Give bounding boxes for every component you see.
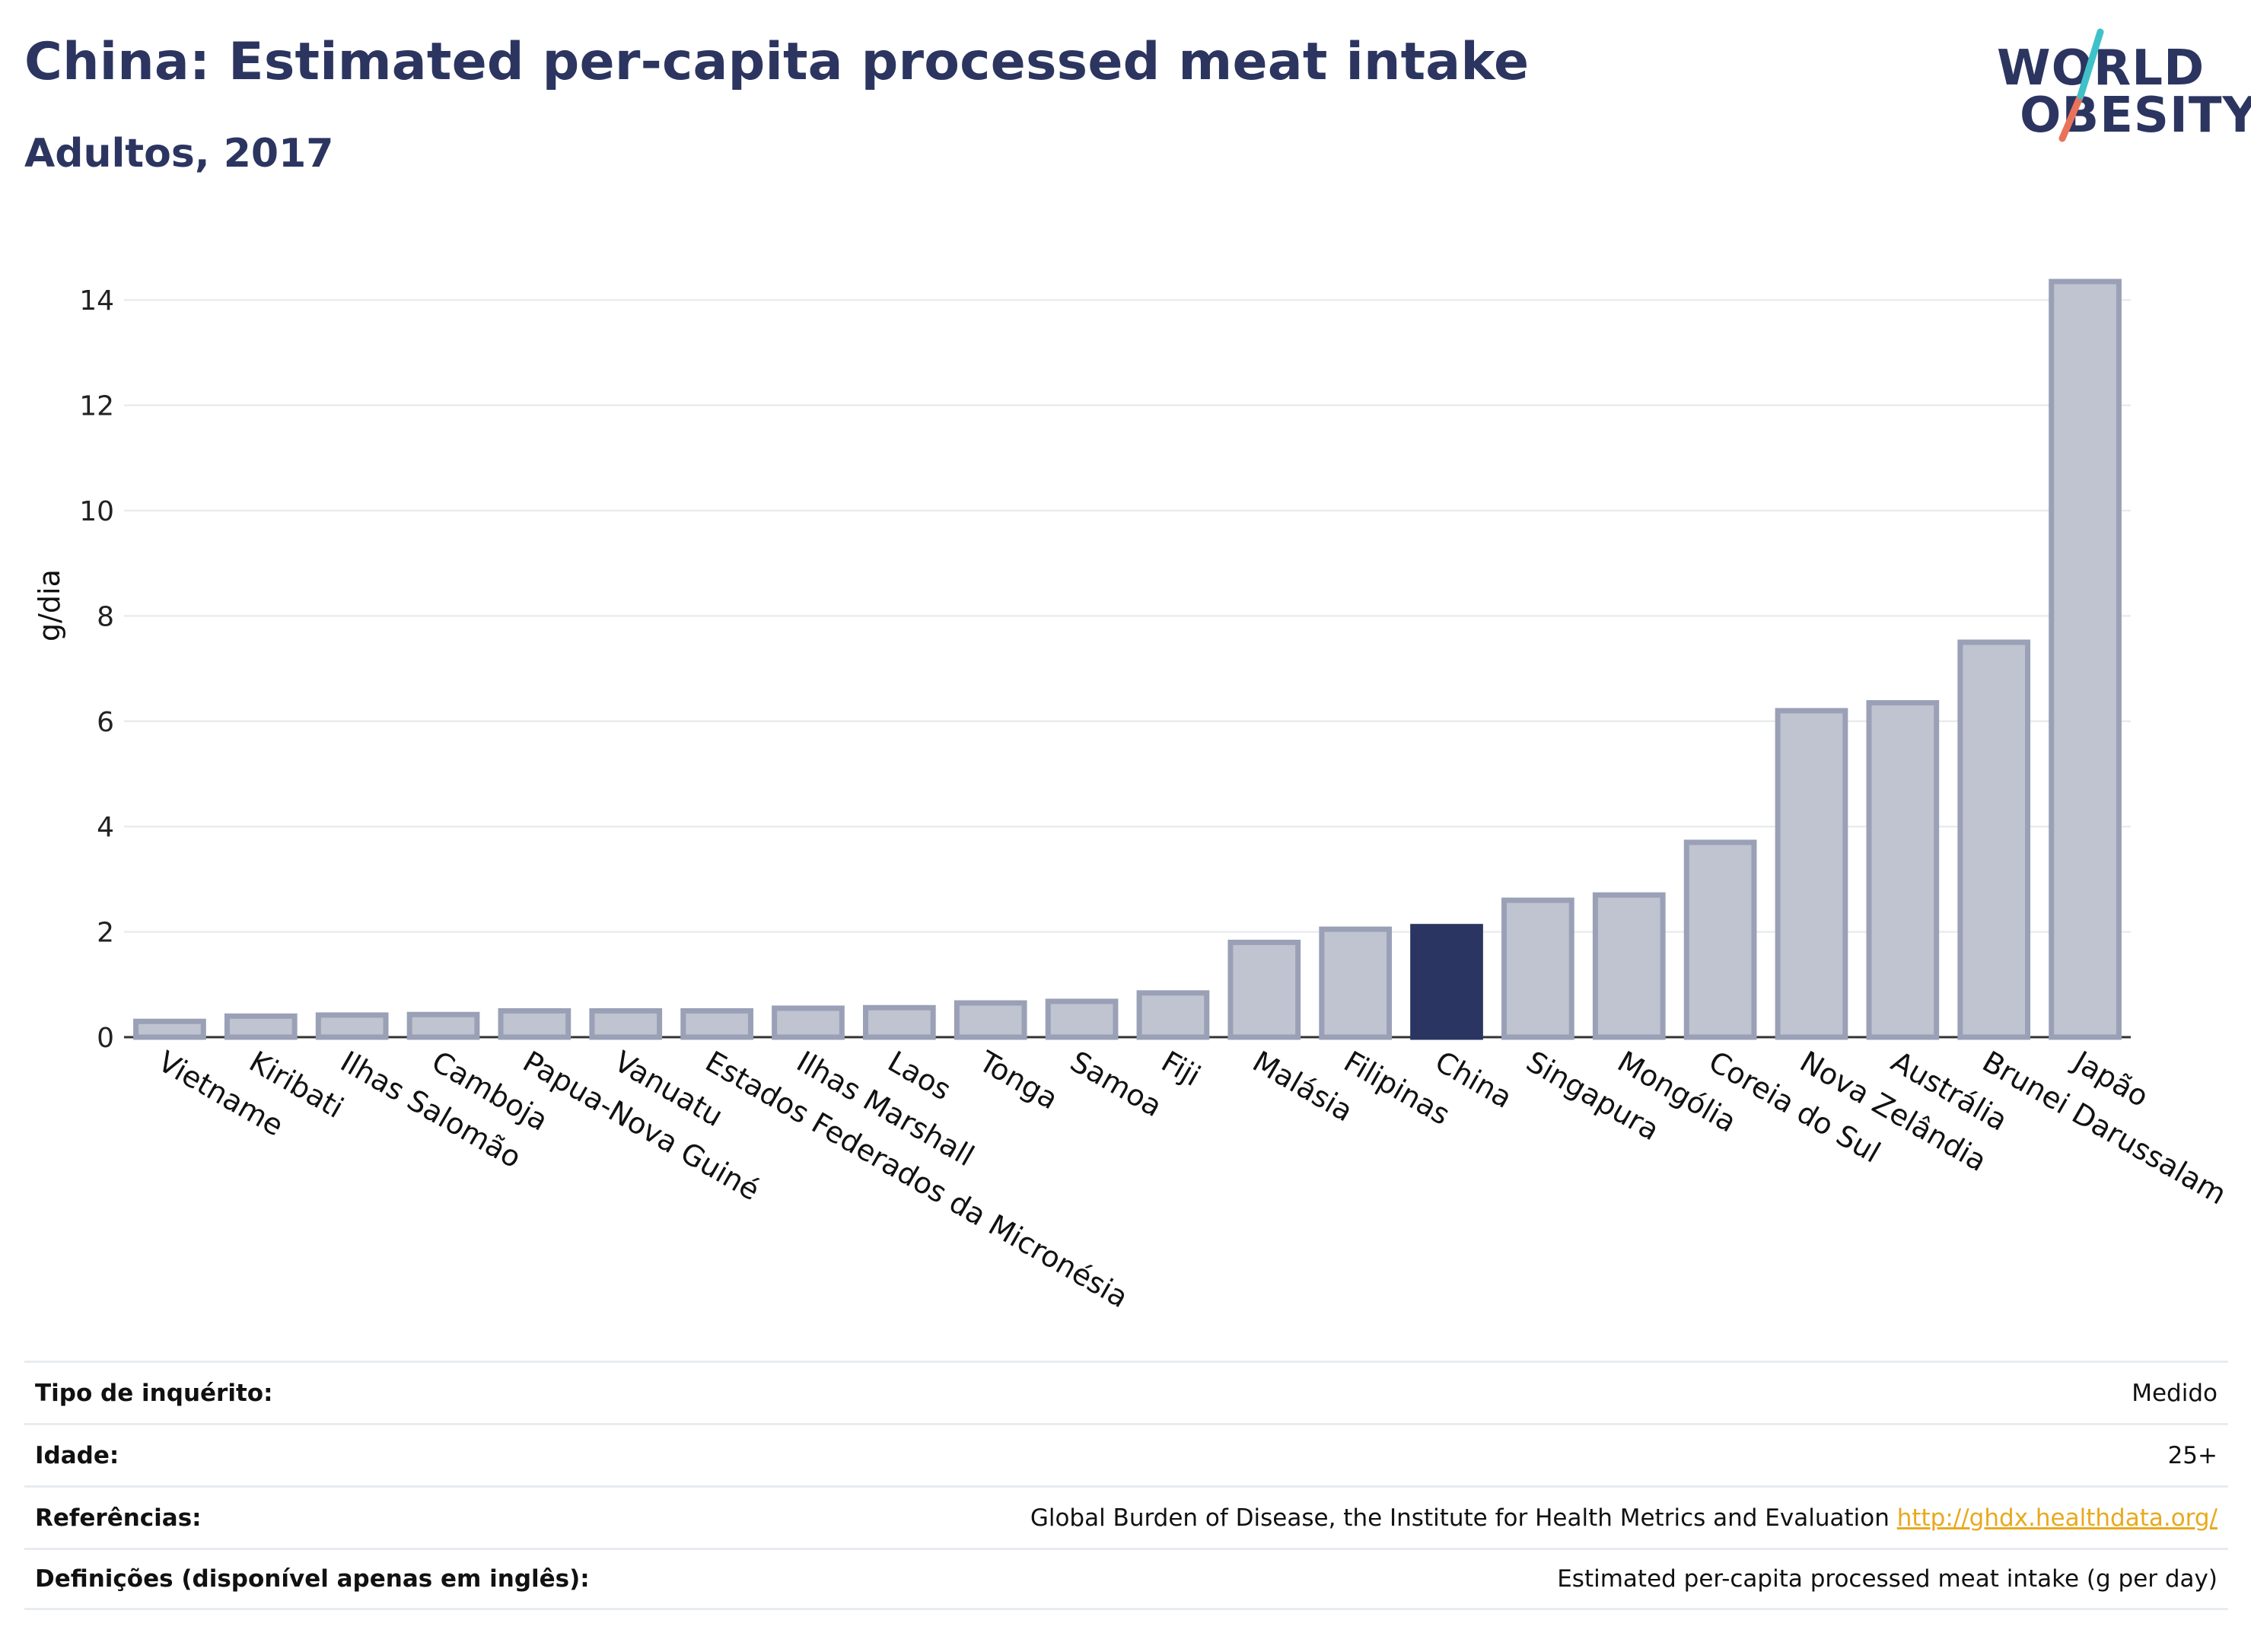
y-tick-label: 6	[97, 707, 114, 738]
x-tick-label: Fiji	[1156, 1045, 1206, 1093]
bar-mal-sia[interactable]	[1227, 939, 1301, 1040]
bar-tonga[interactable]	[954, 1000, 1027, 1040]
logo-slash-icon	[2058, 28, 2104, 142]
x-tick-label: Malásia	[1247, 1045, 1358, 1128]
bar-singapura[interactable]	[1501, 897, 1574, 1040]
reference-text: Global Burden of Disease, the Institute …	[1030, 1504, 1897, 1532]
bar-brunei-darussalam[interactable]	[1957, 639, 2031, 1040]
meta-value-references: Global Burden of Disease, the Institute …	[1030, 1504, 2218, 1532]
meta-row-age: Idade: 25+	[24, 1423, 2228, 1485]
y-tick-label: 10	[79, 496, 114, 527]
metadata-table: Tipo de inquérito: Medido Idade: 25+ Ref…	[24, 1361, 2228, 1610]
bar-vanuatu[interactable]	[589, 1007, 663, 1040]
meta-label: Tipo de inquérito:	[35, 1379, 273, 1407]
reference-link[interactable]: http://ghdx.healthdata.org/	[1896, 1504, 2218, 1532]
y-tick-label: 12	[79, 391, 114, 422]
bar-fiji[interactable]	[1136, 990, 1210, 1040]
bar-mong-lia[interactable]	[1592, 892, 1666, 1040]
meta-label: Definições (disponível apenas em inglês)…	[35, 1565, 590, 1593]
bar-coreia-do-sul[interactable]	[1683, 839, 1757, 1040]
chart-title: China: Estimated per-capita processed me…	[24, 32, 1530, 92]
logo-line1: WORLD	[1997, 40, 2205, 97]
bar-nova-zel-ndia[interactable]	[1775, 708, 1848, 1040]
bar-ilhas-salom-o[interactable]	[315, 1012, 389, 1040]
world-obesity-logo[interactable]: WORLD OBESITY	[1988, 21, 2251, 162]
bar-kiribati[interactable]	[224, 1013, 298, 1040]
meta-value: Medido	[2132, 1379, 2218, 1407]
y-axis-label: g/dia	[33, 569, 66, 641]
bar-vietname[interactable]	[133, 1018, 206, 1040]
logo-line2: OBESITY	[2020, 88, 2251, 144]
bar-ilhas-marshall[interactable]	[772, 1005, 845, 1040]
meta-value: 25+	[2167, 1441, 2218, 1469]
bar-camboja[interactable]	[406, 1011, 480, 1040]
bars	[133, 279, 2122, 1040]
meta-row-definitions: Definições (disponível apenas em inglês)…	[24, 1548, 2228, 1610]
meta-row-references: Referências: Global Burden of Disease, t…	[24, 1485, 2228, 1548]
x-tick-label: Samoa	[1065, 1045, 1167, 1124]
y-tick-label: 8	[97, 601, 114, 632]
bar-laos[interactable]	[862, 1004, 936, 1040]
y-tick-label: 14	[79, 285, 114, 317]
meta-value: Estimated per-capita processed meat inta…	[1557, 1565, 2218, 1593]
meta-label: Referências:	[35, 1504, 202, 1532]
bar-austr-lia[interactable]	[1866, 700, 1940, 1040]
bar-china[interactable]	[1410, 924, 1483, 1040]
y-tick-label: 0	[97, 1023, 114, 1054]
bar-jap-o[interactable]	[2049, 279, 2122, 1040]
bar-samoa[interactable]	[1045, 998, 1119, 1040]
meta-label: Idade:	[35, 1441, 119, 1469]
y-tick-label: 2	[97, 918, 114, 949]
bar-filipinas[interactable]	[1319, 926, 1393, 1040]
x-tick-label: Tonga	[973, 1044, 1063, 1116]
meta-row-survey-type: Tipo de inquérito: Medido	[24, 1361, 2228, 1423]
y-tick-label: 4	[97, 812, 114, 843]
y-tick-labels: 0 2 4 6 8 10 12 14	[79, 285, 114, 1054]
bar-estados-federados-da-micron-sia[interactable]	[680, 1007, 753, 1040]
bar-papua-nova-guin-[interactable]	[498, 1007, 572, 1040]
chart-subtitle: Adultos, 2017	[24, 131, 334, 177]
